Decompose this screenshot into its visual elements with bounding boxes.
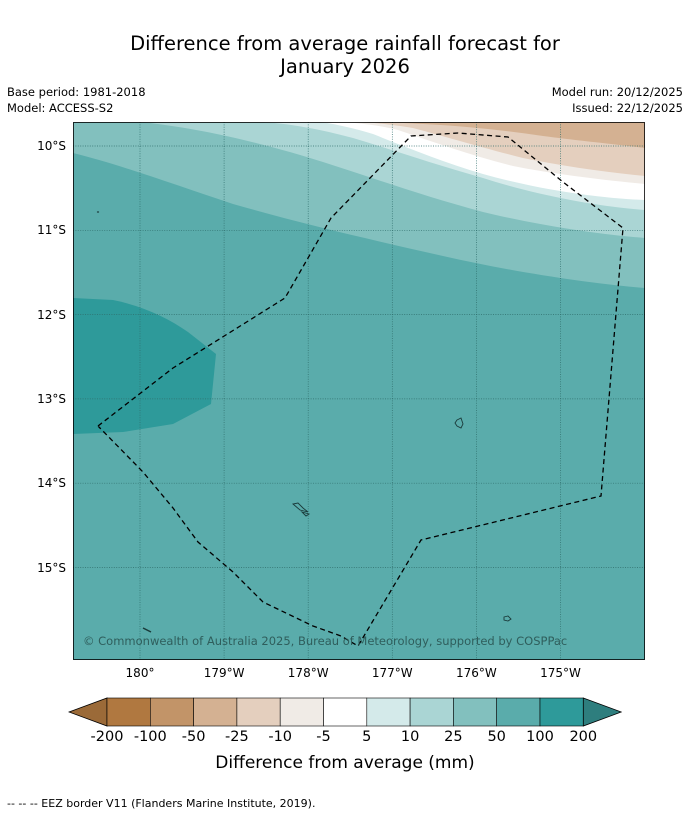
colorbar-box — [539, 697, 584, 727]
colorbar-box — [323, 697, 368, 727]
map-frame — [73, 122, 645, 660]
colorbar-over-arrow — [582, 697, 622, 727]
colorbar-boxes — [68, 697, 622, 727]
graticule — [73, 122, 645, 660]
chart-title-line1: Difference from average rainfall forecas… — [130, 32, 560, 55]
latitude-label: 12°S — [37, 307, 66, 322]
base-period-text: Base period: 1981-2018 — [7, 85, 146, 99]
chart-title-line2: January 2026 — [280, 55, 410, 78]
longitude-label: 179°W — [203, 666, 245, 680]
eez-footnote: -- -- -- EEZ border V11 (Flanders Marine… — [7, 797, 316, 810]
colorbar-box — [496, 697, 541, 727]
longitude-label: 175°W — [540, 666, 581, 680]
rainfall-map: © Commonwealth of Australia 2025, Bureau… — [73, 122, 645, 660]
colorbar-box — [193, 697, 238, 727]
band-brown — [373, 122, 645, 148]
meta-left: Base period: 1981-2018 Model: ACCESS-S2 — [7, 84, 146, 116]
copyright-text: © Commonwealth of Australia 2025, Bureau… — [83, 634, 567, 648]
colorbar-box — [150, 697, 194, 727]
colorbar-box — [409, 697, 454, 727]
model-run-text: Model run: 20/12/2025 — [551, 85, 683, 99]
colorbar-tick-label: 10 — [400, 729, 420, 745]
colorbar-box — [279, 697, 324, 727]
colorbar-box — [366, 697, 411, 727]
colorbar-tick-label: -25 — [225, 729, 249, 745]
longitude-label: 180° — [125, 666, 155, 680]
latitude-label: 10°S — [37, 139, 66, 153]
latitude-label: 15°S — [37, 560, 66, 575]
longitude-label: 178°W — [287, 666, 329, 680]
meta-right: Model run: 20/12/2025 Issued: 22/12/2025 — [552, 84, 683, 116]
colorbar-box — [453, 697, 497, 727]
colorbar-tick-label: 25 — [444, 729, 463, 745]
colorbar-tick-label: 100 — [526, 729, 554, 745]
colorbar-tick-label: 50 — [487, 729, 506, 745]
colorbar-tick-label: -200 — [90, 729, 124, 745]
colorbar-box — [106, 697, 151, 727]
colorbar-tick-label: -50 — [181, 729, 206, 745]
colorbar-tick-label: 200 — [569, 729, 598, 745]
eez-border — [97, 132, 624, 647]
island — [300, 511, 311, 517]
latitude-label: 13°S — [37, 391, 66, 406]
island — [292, 502, 309, 513]
island — [503, 615, 512, 622]
colorbar-tick-label: -10 — [268, 729, 293, 745]
colorbar-under-arrow — [68, 697, 108, 727]
colorbar-tick-label: 5 — [362, 729, 372, 745]
colorbar-label: Difference from average (mm) — [215, 753, 475, 773]
island — [96, 211, 100, 213]
issued-text: Issued: 22/12/2025 — [572, 101, 683, 115]
longitude-label: 176°W — [456, 666, 497, 680]
longitude-label: 177°W — [371, 666, 413, 680]
island — [142, 627, 152, 633]
model-text: Model: ACCESS-S2 — [7, 101, 114, 115]
colorbar-box — [236, 697, 281, 727]
colorbar — [68, 697, 622, 727]
colorbar-tick-label: -100 — [133, 729, 167, 745]
island — [454, 417, 464, 429]
latitude-label: 14°S — [37, 476, 66, 491]
colorbar-tick-label: -5 — [316, 729, 331, 745]
latitude-label: 11°S — [37, 223, 66, 238]
band-deep-teal — [73, 298, 216, 434]
